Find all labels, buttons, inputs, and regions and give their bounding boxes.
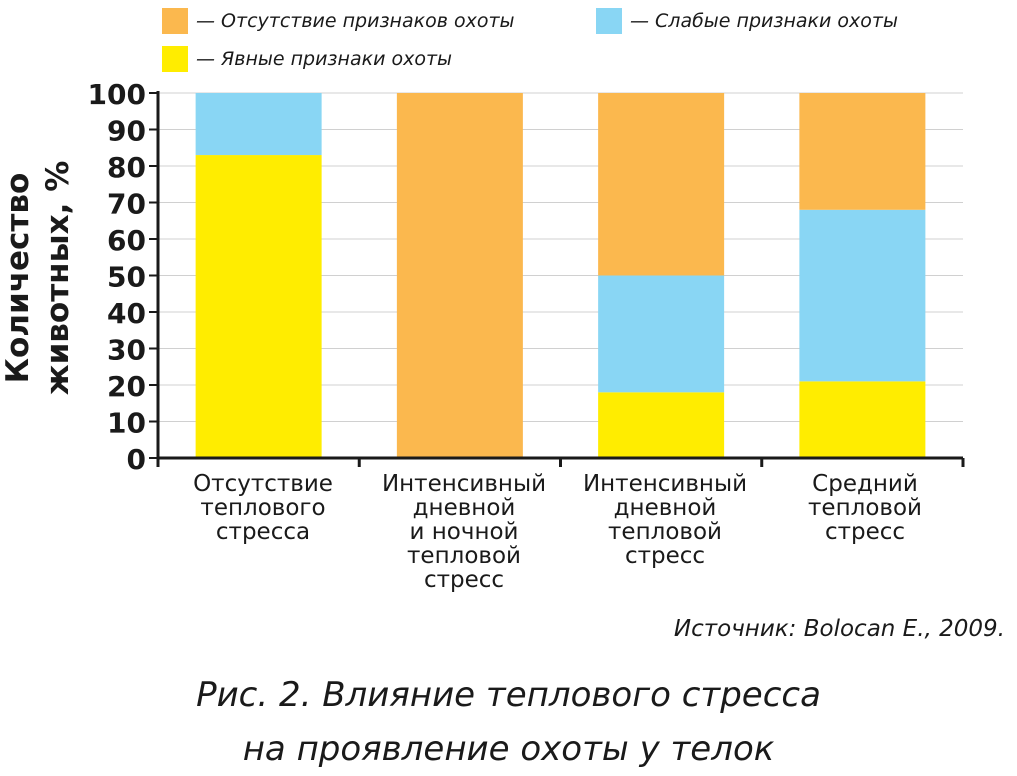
y-axis-label: Количество животных, % — [0, 160, 76, 396]
y-tick-label-70: 70 — [107, 188, 146, 221]
y-tick-label-100: 100 — [88, 78, 146, 111]
y-tick-label-10: 10 — [107, 407, 146, 440]
x-category-label-2: Интенсивный дневной и ночной тепловой ст… — [381, 471, 547, 593]
bar-segment-cat3-series2 — [598, 275, 725, 393]
bar-segment-cat3-series3 — [598, 93, 725, 276]
legend-item-absent: — Отсутствие признаков охоты — [162, 8, 515, 34]
x-category-label-4: Средний тепловой стресс — [808, 471, 922, 545]
y-tick-label-0: 0 — [127, 443, 146, 476]
legend-swatch-orange — [162, 8, 188, 34]
x-category-label-3: Интенсивный дневной тепловой стресс — [582, 471, 748, 569]
bar-segment-cat4-series3 — [799, 93, 926, 210]
bar-segment-cat1-series1 — [195, 155, 322, 459]
bar-segment-cat4-series2 — [799, 209, 926, 382]
y-tick-label-80: 80 — [107, 151, 146, 184]
bar-segment-cat1-series2 — [195, 93, 322, 156]
bar-segment-cat3-series1 — [598, 392, 725, 458]
legend-item-weak: — Слабые признаки охоты — [596, 8, 898, 34]
figure-caption: Рис. 2. Влияние теплового стресса на про… — [196, 675, 821, 769]
legend-swatch-blue — [596, 8, 622, 34]
source-note: Источник: Bolocan E., 2009. — [673, 616, 1005, 642]
x-category-label-1: Отсутствие теплового стресса — [193, 471, 333, 545]
legend-label-absent: — Отсутствие признаков охоты — [196, 10, 515, 32]
legend-label-clear: — Явные признаки охоты — [196, 48, 453, 70]
legend-swatch-yellow — [162, 46, 188, 72]
y-tick-label-60: 60 — [107, 224, 146, 257]
legend-item-clear: — Явные признаки охоты — [162, 46, 452, 72]
bar-segment-cat4-series1 — [799, 381, 926, 458]
legend-label-weak: — Слабые признаки охоты — [630, 10, 898, 32]
y-tick-label-20: 20 — [107, 370, 146, 403]
y-tick-label-40: 40 — [107, 297, 146, 330]
y-tick-label-50: 50 — [107, 261, 146, 294]
y-tick-label-90: 90 — [107, 115, 146, 148]
bar-segment-cat2-series3 — [396, 93, 523, 458]
y-tick-label-30: 30 — [107, 334, 146, 367]
